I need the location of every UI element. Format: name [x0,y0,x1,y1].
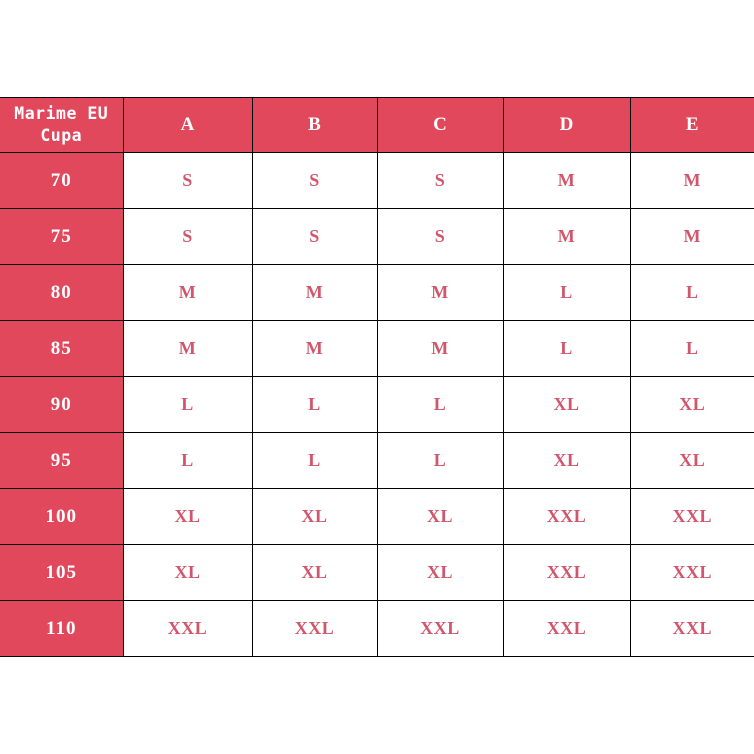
size-cell-85-c: M [376,320,504,377]
size-cell-70-a: S [122,152,253,209]
table-row: 75 S S S M M [0,208,754,265]
column-header-cup-b: B [251,97,378,153]
size-cell-110-b: XXL [251,600,378,657]
size-cell-105-b: XL [251,544,378,601]
row-header-band-70: 70 [0,152,124,209]
size-cell-100-c: XL [376,488,504,545]
size-cell-100-b: XL [251,488,378,545]
table-row: 95 L L L XL XL [0,432,754,489]
column-header-cup-c: C [376,97,504,153]
size-cell-75-c: S [376,208,504,265]
size-cell-75-d: M [502,208,631,265]
table-row: 110 XXL XXL XXL XXL XXL [0,600,754,657]
size-chart-container: Marime EU Cupa A B C D E 70 S S S M M 75 [0,97,754,657]
size-cell-95-c: L [376,432,504,489]
row-header-band-95: 95 [0,432,124,489]
size-cell-85-b: M [251,320,378,377]
size-cell-90-a: L [122,376,253,433]
size-cell-95-e: XL [629,432,754,489]
table-header: Marime EU Cupa A B C D E [0,97,754,153]
column-header-cup-e: E [629,97,754,153]
size-cell-110-a: XXL [122,600,253,657]
size-cell-70-e: M [629,152,754,209]
table-body: 70 S S S M M 75 S S S M M 80 M M M L [0,152,754,657]
corner-header-line-1: Marime EU [14,104,109,124]
size-cell-95-d: XL [502,432,631,489]
row-header-band-85: 85 [0,320,124,377]
size-cell-80-c: M [376,264,504,321]
table-row: 90 L L L XL XL [0,376,754,433]
size-cell-90-e: XL [629,376,754,433]
size-cell-110-e: XXL [629,600,754,657]
size-cell-105-c: XL [376,544,504,601]
table-row: 70 S S S M M [0,152,754,209]
bra-size-chart-table: Marime EU Cupa A B C D E 70 S S S M M 75 [0,97,754,657]
size-cell-90-d: XL [502,376,631,433]
table-row: 80 M M M L L [0,264,754,321]
size-cell-100-e: XXL [629,488,754,545]
size-cell-70-c: S [376,152,504,209]
table-row: 105 XL XL XL XXL XXL [0,544,754,601]
size-cell-100-d: XXL [502,488,631,545]
size-cell-75-b: S [251,208,378,265]
size-cell-75-a: S [122,208,253,265]
size-cell-85-a: M [122,320,253,377]
size-cell-105-d: XXL [502,544,631,601]
row-header-band-105: 105 [0,544,124,601]
size-cell-80-a: M [122,264,253,321]
size-cell-85-e: L [629,320,754,377]
column-header-cup-a: A [122,97,253,153]
size-cell-110-d: XXL [502,600,631,657]
size-cell-105-a: XL [122,544,253,601]
size-cell-80-e: L [629,264,754,321]
column-header-cup-d: D [502,97,631,153]
table-row: 100 XL XL XL XXL XXL [0,488,754,545]
size-cell-80-d: L [502,264,631,321]
row-header-band-90: 90 [0,376,124,433]
size-cell-95-b: L [251,432,378,489]
size-cell-95-a: L [122,432,253,489]
row-header-band-100: 100 [0,488,124,545]
header-row: Marime EU Cupa A B C D E [0,97,754,153]
size-cell-110-c: XXL [376,600,504,657]
size-cell-70-d: M [502,152,631,209]
corner-header-line-2: Cupa [40,126,83,145]
size-cell-90-c: L [376,376,504,433]
corner-header-cell: Marime EU Cupa [0,97,124,153]
size-cell-90-b: L [251,376,378,433]
table-row: 85 M M M L L [0,320,754,377]
row-header-band-75: 75 [0,208,124,265]
size-cell-70-b: S [251,152,378,209]
size-cell-85-d: L [502,320,631,377]
row-header-band-80: 80 [0,264,124,321]
size-cell-80-b: M [251,264,378,321]
size-cell-100-a: XL [122,488,253,545]
size-cell-105-e: XXL [629,544,754,601]
size-cell-75-e: M [629,208,754,265]
row-header-band-110: 110 [0,600,124,657]
